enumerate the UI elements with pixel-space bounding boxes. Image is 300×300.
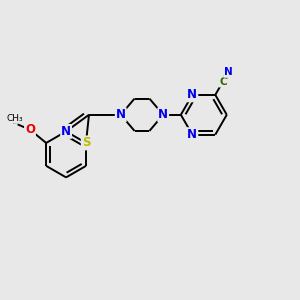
Text: S: S (82, 136, 90, 149)
Text: methoxy: methoxy (13, 123, 19, 124)
Text: C: C (219, 76, 227, 87)
Text: N: N (187, 88, 197, 101)
Text: N: N (158, 108, 168, 121)
Text: O: O (25, 123, 35, 136)
Text: N: N (61, 125, 71, 138)
Text: N: N (116, 108, 126, 121)
Text: CH₃: CH₃ (6, 114, 23, 123)
Text: N: N (187, 128, 197, 141)
Text: N: N (224, 67, 233, 77)
